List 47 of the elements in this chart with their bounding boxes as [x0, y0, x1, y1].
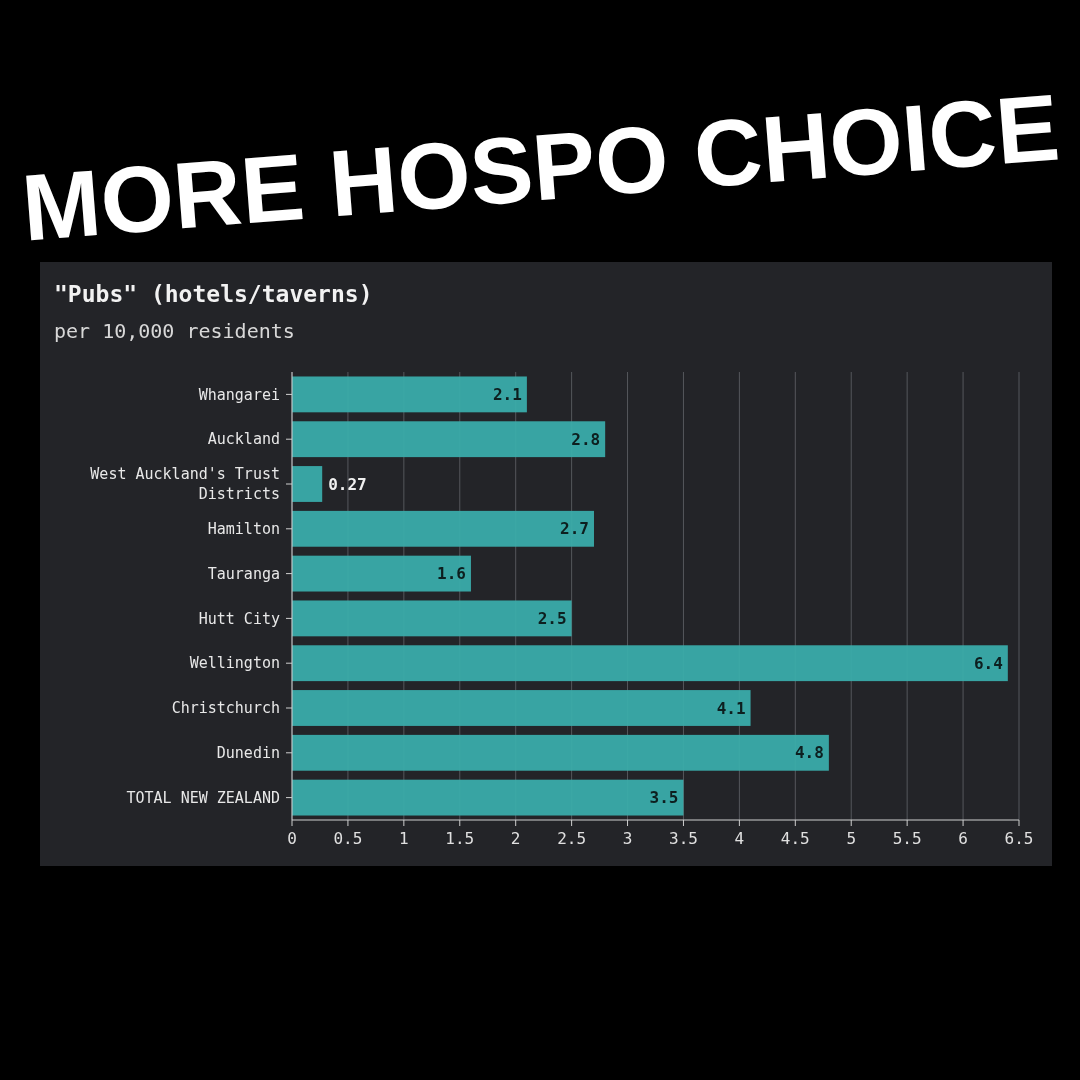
x-tick-label: 5.5 — [892, 829, 922, 848]
data-label: 2.7 — [560, 519, 589, 539]
chart-subtitle: per 10,000 residents — [54, 319, 295, 343]
bar — [292, 645, 1008, 682]
bar — [292, 779, 684, 816]
y-tick-label: Whangarei — [198, 385, 280, 404]
x-tick-label: 4.5 — [780, 829, 810, 848]
x-tick-label: 1.5 — [445, 829, 475, 848]
bar — [292, 734, 829, 771]
y-tick-label: Dunedin — [216, 744, 280, 763]
x-tick-label: 1 — [399, 829, 409, 848]
x-tick-label: 5 — [846, 829, 857, 848]
y-tick-label: West Auckland's Trust Districts — [90, 465, 280, 503]
data-label: 1.6 — [437, 564, 466, 584]
bar — [292, 466, 323, 502]
text: MORE HOSPO CHOICE — [18, 74, 1063, 261]
bar — [292, 510, 594, 547]
x-tick-label: 6.5 — [1004, 829, 1034, 848]
x-tick-label: 0.5 — [333, 829, 363, 848]
bar — [292, 690, 751, 726]
x-tick-label: 2.5 — [557, 829, 587, 848]
x-tick-label: 6 — [958, 829, 968, 848]
x-tick-label: 4 — [734, 829, 745, 848]
y-tick-label: Hutt City — [198, 609, 280, 628]
y-tick-label: TOTAL NEW ZEALAND — [126, 788, 280, 807]
data-label: 4.1 — [716, 698, 746, 718]
data-label: 0.27 — [328, 474, 367, 494]
chart-title: "Pubs" (hotels/taverns) — [54, 281, 373, 307]
x-tick-label: 2 — [510, 829, 521, 848]
y-tick-label: Wellington — [189, 654, 280, 673]
data-label: 4.8 — [794, 743, 824, 763]
y-tick-label: Tauranga — [207, 564, 280, 583]
x-tick-label: 3.5 — [669, 829, 698, 848]
bar — [292, 555, 471, 592]
x-tick-label: 3 — [622, 829, 633, 848]
bar — [292, 376, 527, 413]
y-tick-label: Auckland — [207, 430, 280, 449]
bar — [292, 421, 606, 458]
y-tick-label: Hamilton — [207, 520, 280, 539]
data-label: 2.8 — [571, 429, 601, 449]
data-label: 2.1 — [492, 385, 522, 404]
bar — [292, 600, 572, 637]
x-tick-label: 0 — [287, 829, 297, 848]
data-label: 2.5 — [537, 609, 567, 628]
y-tick-label: Christchurch — [171, 699, 280, 718]
data-label: 3.5 — [649, 788, 679, 808]
data-label: 6.4 — [973, 653, 1003, 673]
